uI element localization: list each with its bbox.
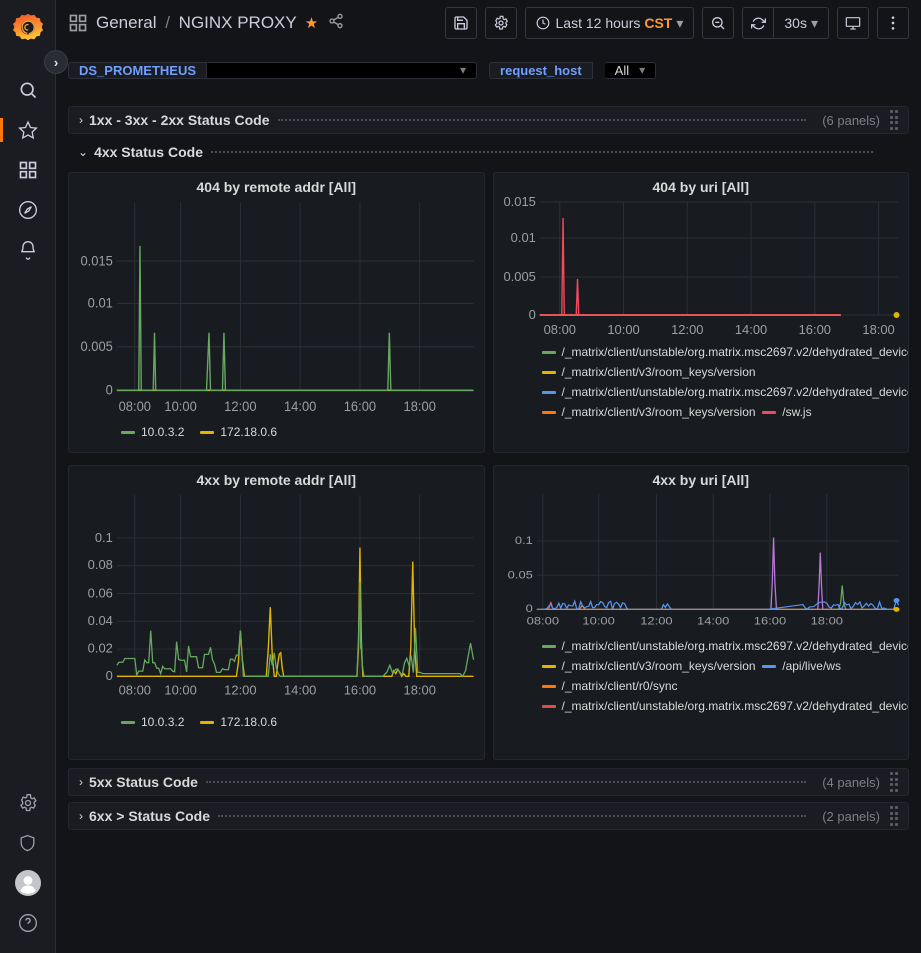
svg-text:0.1: 0.1 <box>95 530 113 545</box>
svg-text:0.01: 0.01 <box>88 295 113 311</box>
svg-text:10:00: 10:00 <box>582 615 615 628</box>
svg-text:0.06: 0.06 <box>88 586 113 601</box>
svg-text:18:00: 18:00 <box>862 322 894 337</box>
svg-text:0: 0 <box>525 602 533 615</box>
svg-text:12:00: 12:00 <box>640 615 673 628</box>
svg-text:16:00: 16:00 <box>344 398 376 414</box>
svg-text:10:00: 10:00 <box>164 398 196 414</box>
svg-text:0.1: 0.1 <box>514 534 532 547</box>
svg-text:0: 0 <box>106 668 113 683</box>
svg-text:12:00: 12:00 <box>224 683 256 698</box>
svg-text:08:00: 08:00 <box>119 398 151 414</box>
svg-text:14:00: 14:00 <box>284 683 316 698</box>
svg-text:18:00: 18:00 <box>404 683 436 698</box>
svg-text:0.01: 0.01 <box>510 230 535 245</box>
svg-text:14:00: 14:00 <box>284 398 316 414</box>
svg-text:0.015: 0.015 <box>503 194 535 209</box>
svg-text:16:00: 16:00 <box>753 615 786 628</box>
svg-text:18:00: 18:00 <box>810 615 843 628</box>
svg-text:08:00: 08:00 <box>119 683 151 698</box>
svg-text:0: 0 <box>106 382 113 398</box>
svg-text:18:00: 18:00 <box>404 398 436 414</box>
svg-text:16:00: 16:00 <box>798 322 830 337</box>
svg-text:08:00: 08:00 <box>526 615 559 628</box>
svg-text:0.005: 0.005 <box>503 269 535 284</box>
svg-text:0: 0 <box>528 307 535 322</box>
svg-text:10:00: 10:00 <box>607 322 639 337</box>
svg-text:0.04: 0.04 <box>88 613 113 628</box>
svg-text:14:00: 14:00 <box>696 615 729 628</box>
svg-text:12:00: 12:00 <box>224 398 256 414</box>
svg-text:14:00: 14:00 <box>734 322 766 337</box>
svg-text:0.02: 0.02 <box>88 641 113 656</box>
svg-text:16:00: 16:00 <box>344 683 376 698</box>
svg-text:0.005: 0.005 <box>80 339 112 355</box>
svg-text:0.08: 0.08 <box>88 557 113 572</box>
svg-text:12:00: 12:00 <box>671 322 703 337</box>
svg-text:08:00: 08:00 <box>543 322 575 337</box>
svg-text:0.015: 0.015 <box>80 253 112 269</box>
svg-text:0.05: 0.05 <box>507 569 533 582</box>
svg-text:10:00: 10:00 <box>164 683 196 698</box>
